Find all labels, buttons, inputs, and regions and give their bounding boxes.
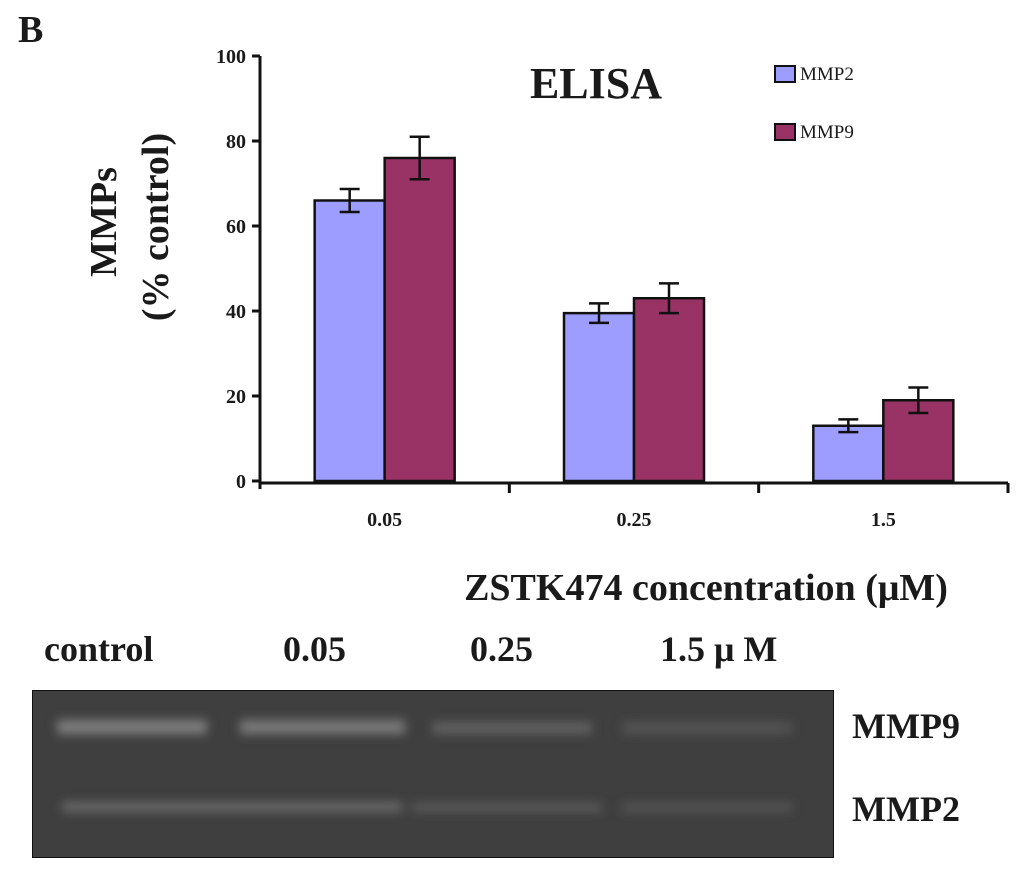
band-mmp2-1-5 xyxy=(622,803,792,812)
legend-label-mmp9: MMP9 xyxy=(800,122,854,143)
lane-label-0-25: 0.25 xyxy=(470,629,533,669)
x-tick-label: 0.05 xyxy=(367,509,402,531)
gel-background xyxy=(32,690,834,858)
bar-mmp9-0-05 xyxy=(383,156,456,483)
band-mmp2-0-25 xyxy=(412,803,602,812)
lane-label-0-05: 0.05 xyxy=(283,629,346,669)
bar-mmp2-0-05 xyxy=(313,199,386,483)
bar-chart: 0 20 40 60 80 100 0.05 0.25 1.5 MMP2 MMP9 ELISA M… xyxy=(83,46,1010,609)
band-mmp9-control xyxy=(57,720,207,734)
x-tick-label: 0.25 xyxy=(617,509,652,531)
y-tick-label: 0 xyxy=(236,471,246,493)
bar-mmp2-1-5 xyxy=(812,424,885,483)
legend-swatch-mmp2 xyxy=(774,65,796,83)
band-label-mmp9: MMP9 xyxy=(852,706,960,746)
y-tick-label: 60 xyxy=(226,216,246,238)
band-mmp9-0-25 xyxy=(432,722,592,734)
chart-title: ELISA xyxy=(530,59,662,108)
band-mmp9-1-5 xyxy=(622,722,792,734)
y-axis-label-line1: MMPs xyxy=(83,167,125,277)
panel-label: B xyxy=(18,9,44,51)
lane-label-control: control xyxy=(44,629,154,669)
lane-label-1-5: 1.5 μ M xyxy=(660,629,778,669)
legend-label-mmp2: MMP2 xyxy=(800,64,854,85)
band-mmp9-0-05 xyxy=(240,720,405,734)
bar-mmp9-0-25 xyxy=(632,297,706,483)
y-tick-label: 40 xyxy=(226,301,246,323)
bar-mmp2-0-25 xyxy=(562,311,636,483)
y-axis-label-line2: (% control) xyxy=(135,133,177,321)
y-tick-label: 20 xyxy=(226,386,246,408)
legend-swatch-mmp9 xyxy=(774,123,796,141)
gel-image xyxy=(32,690,834,858)
band-mmp2-control xyxy=(62,802,402,812)
y-tick-label: 100 xyxy=(216,46,246,68)
band-label-mmp2: MMP2 xyxy=(852,789,960,829)
x-axis-label: ZSTK474 concentration (μM) xyxy=(464,567,948,609)
y-tick-label: 80 xyxy=(226,131,246,153)
x-tick-label: 1.5 xyxy=(871,509,896,531)
